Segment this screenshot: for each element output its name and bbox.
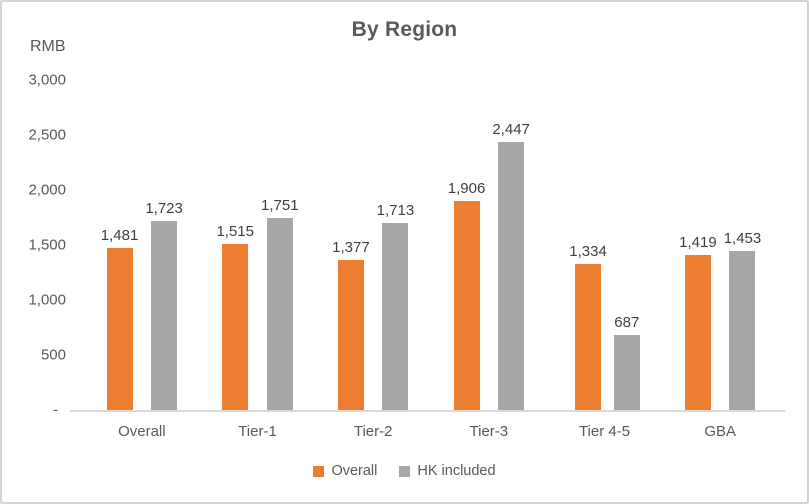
x-axis-label: Tier-2: [353, 423, 393, 440]
y-tick-label: 3,000: [28, 71, 66, 89]
legend-item-hk-included: HK included: [399, 463, 496, 479]
bar-wrap: 1,334: [569, 243, 607, 411]
bar-wrap: 1,713: [376, 201, 415, 411]
bar-hk-included: [151, 221, 178, 411]
bar-wrap: 1,419: [679, 234, 717, 411]
y-tick-label: 2,000: [28, 181, 66, 199]
bar-hk-included: [266, 218, 293, 411]
y-tick-label: -: [53, 401, 58, 419]
legend: Overall HK included: [2, 463, 807, 479]
bar-group-tier-3: 1,906 2,447: [431, 81, 547, 411]
data-label: 1,751: [261, 197, 299, 215]
y-axis-unit-label: RMB: [30, 38, 66, 55]
y-tick-label: 500: [40, 346, 66, 364]
bar-group-tier-2: 1,377 1,713: [315, 81, 431, 411]
bar-wrap: 1,481: [100, 227, 139, 411]
x-axis-label: Tier 4-5: [578, 423, 631, 440]
legend-swatch-icon: [399, 465, 411, 477]
data-label: 1,713: [376, 201, 415, 219]
x-axis-label: Tier-3: [469, 423, 509, 440]
bar-wrap: 1,723: [145, 200, 183, 411]
bar-group-tier-1: 1,515 1,751: [200, 81, 316, 411]
bar-group-overall: 1,481 1,723: [84, 81, 200, 411]
x-axis-label: Overall: [118, 423, 166, 440]
bar-wrap: 2,447: [492, 121, 530, 411]
plot-area: 1,481 1,723 1,515 1,751 1,377 1,713 1,906 2,447…: [84, 81, 778, 411]
x-axis-label: GBA: [704, 423, 737, 440]
legend-label: HK included: [417, 463, 496, 479]
bar-wrap: 1,377: [332, 239, 370, 411]
data-label: 1,419: [679, 233, 717, 251]
x-axis-label: Tier-1: [238, 423, 277, 440]
data-label: 1,481: [100, 227, 139, 245]
x-axis-line: [70, 410, 785, 412]
data-label: 687: [614, 314, 640, 332]
bar-hk-included: [498, 141, 525, 411]
bar-overall: [453, 201, 480, 411]
bar-overall: [222, 244, 249, 411]
bar-wrap: 1,515: [216, 223, 254, 411]
data-label: 1,906: [447, 180, 486, 198]
data-label: 2,447: [492, 120, 530, 138]
y-tick-label: 2,500: [28, 126, 66, 144]
bar-overall: [337, 259, 364, 411]
y-tick-label: 1,500: [28, 236, 66, 254]
bar-overall: [684, 254, 711, 411]
bar-hk-included: [613, 335, 640, 411]
data-label: 1,723: [145, 200, 183, 218]
bar-wrap: 1,453: [723, 230, 762, 411]
legend-item-overall: Overall: [313, 463, 377, 479]
bar-overall: [575, 264, 602, 411]
chart-title: By Region: [351, 18, 458, 41]
legend-label: Overall: [331, 463, 378, 479]
bar-wrap: 687: [613, 314, 640, 411]
data-label: 1,334: [569, 243, 607, 261]
data-label: 1,453: [723, 230, 762, 248]
bar-wrap: 1,751: [261, 197, 299, 411]
bar-overall: [106, 248, 133, 411]
x-axis-labels: Overall Tier-1 Tier-2 Tier-3 Tier 4-5 GBA: [84, 423, 778, 440]
y-tick-label: 1,000: [28, 291, 66, 309]
bar-hk-included: [729, 251, 756, 411]
bar-group-gba: 1,419 1,453: [662, 81, 778, 411]
bar-wrap: 1,906: [447, 180, 486, 411]
bar-hk-included: [382, 222, 409, 411]
bar-group-tier-4-5: 1,334 687: [547, 81, 663, 411]
legend-swatch-icon: [313, 465, 325, 477]
data-label: 1,377: [332, 238, 370, 256]
data-label: 1,515: [216, 223, 254, 241]
